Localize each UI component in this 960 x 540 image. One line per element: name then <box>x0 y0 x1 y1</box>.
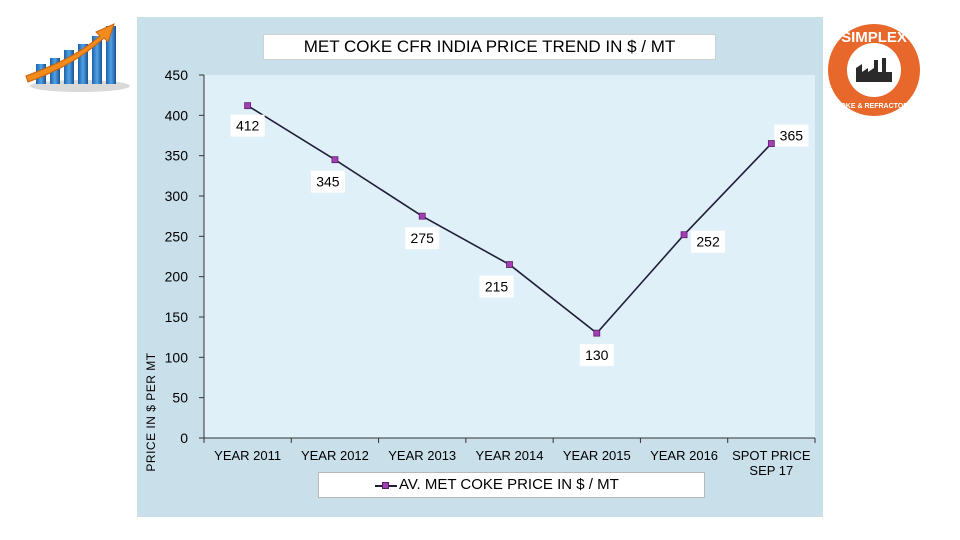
data-point-marker <box>506 261 513 268</box>
data-label-text: 412 <box>236 118 260 134</box>
x-tick-label: SPOT PRICE SEP 17 <box>732 448 811 478</box>
data-label-box <box>579 344 614 367</box>
data-label-box <box>774 124 809 147</box>
y-tick-label: 450 <box>165 67 189 83</box>
chart-legend: AV. MET COKE PRICE IN $ / MT <box>318 472 705 498</box>
y-tick-label: 200 <box>165 269 189 285</box>
y-tick-label: 350 <box>165 148 189 164</box>
data-label-box <box>310 170 345 193</box>
data-point-marker <box>244 102 252 110</box>
data-point-marker <box>680 231 688 239</box>
x-tick-label: YEAR 2016 <box>650 448 718 463</box>
data-label-box <box>691 230 726 253</box>
legend-series-name: AV. MET COKE PRICE IN $ / MT <box>399 476 619 493</box>
data-label-box <box>479 275 514 298</box>
data-label-text: 275 <box>411 230 435 246</box>
chart-title-box: MET COKE CFR INDIA PRICE TREND IN $ / MT <box>263 34 716 60</box>
y-tick-label: 300 <box>165 188 189 204</box>
svg-text:COKE & REFRACTORY: COKE & REFRACTORY <box>835 103 913 110</box>
x-tick-label: YEAR 2011 <box>214 448 281 463</box>
data-label: 275 <box>405 227 440 250</box>
data-label-text: 345 <box>316 174 340 190</box>
y-tick-label: 400 <box>165 107 189 123</box>
data-label: 252 <box>691 230 726 253</box>
simplex-logo: SIMPLEX COKE & REFRACTORY <box>828 24 920 116</box>
plot-area <box>204 75 815 438</box>
legend-marker-swatch <box>382 482 389 489</box>
y-axis-label: PRICE IN $ PER MT <box>144 352 158 471</box>
x-tick-label: YEAR 2012 <box>301 448 369 463</box>
x-tick-label: YEAR 2015 <box>563 448 631 463</box>
growth-arrow-icon <box>25 23 130 92</box>
x-tick-label: YEAR 2013 <box>388 448 456 463</box>
x-tick-label: YEAR 2014 <box>476 448 544 463</box>
data-label: 345 <box>310 170 345 193</box>
data-label-text: 215 <box>485 279 509 295</box>
data-label-text: 252 <box>696 234 720 250</box>
svg-text:SIMPLEX: SIMPLEX <box>841 29 907 46</box>
data-label: 215 <box>479 275 514 298</box>
y-tick-label: 100 <box>165 349 189 365</box>
y-tick-label: 0 <box>180 430 188 446</box>
data-point-marker <box>593 329 601 337</box>
y-tick-label: 250 <box>165 228 189 244</box>
data-point-marker <box>418 212 426 220</box>
data-label: 412 <box>230 114 265 137</box>
data-point-marker <box>331 156 339 164</box>
y-tick-label: 50 <box>172 390 188 406</box>
data-label: 365 <box>774 124 809 147</box>
data-label-box <box>405 227 440 250</box>
data-label-text: 130 <box>585 347 609 363</box>
data-point-marker <box>767 140 775 147</box>
data-label: 130 <box>579 344 614 367</box>
chart-title: MET COKE CFR INDIA PRICE TREND IN $ / MT <box>303 37 676 56</box>
data-label-text: 365 <box>780 128 804 144</box>
data-label-box <box>230 114 265 137</box>
y-tick-label: 150 <box>165 309 189 325</box>
